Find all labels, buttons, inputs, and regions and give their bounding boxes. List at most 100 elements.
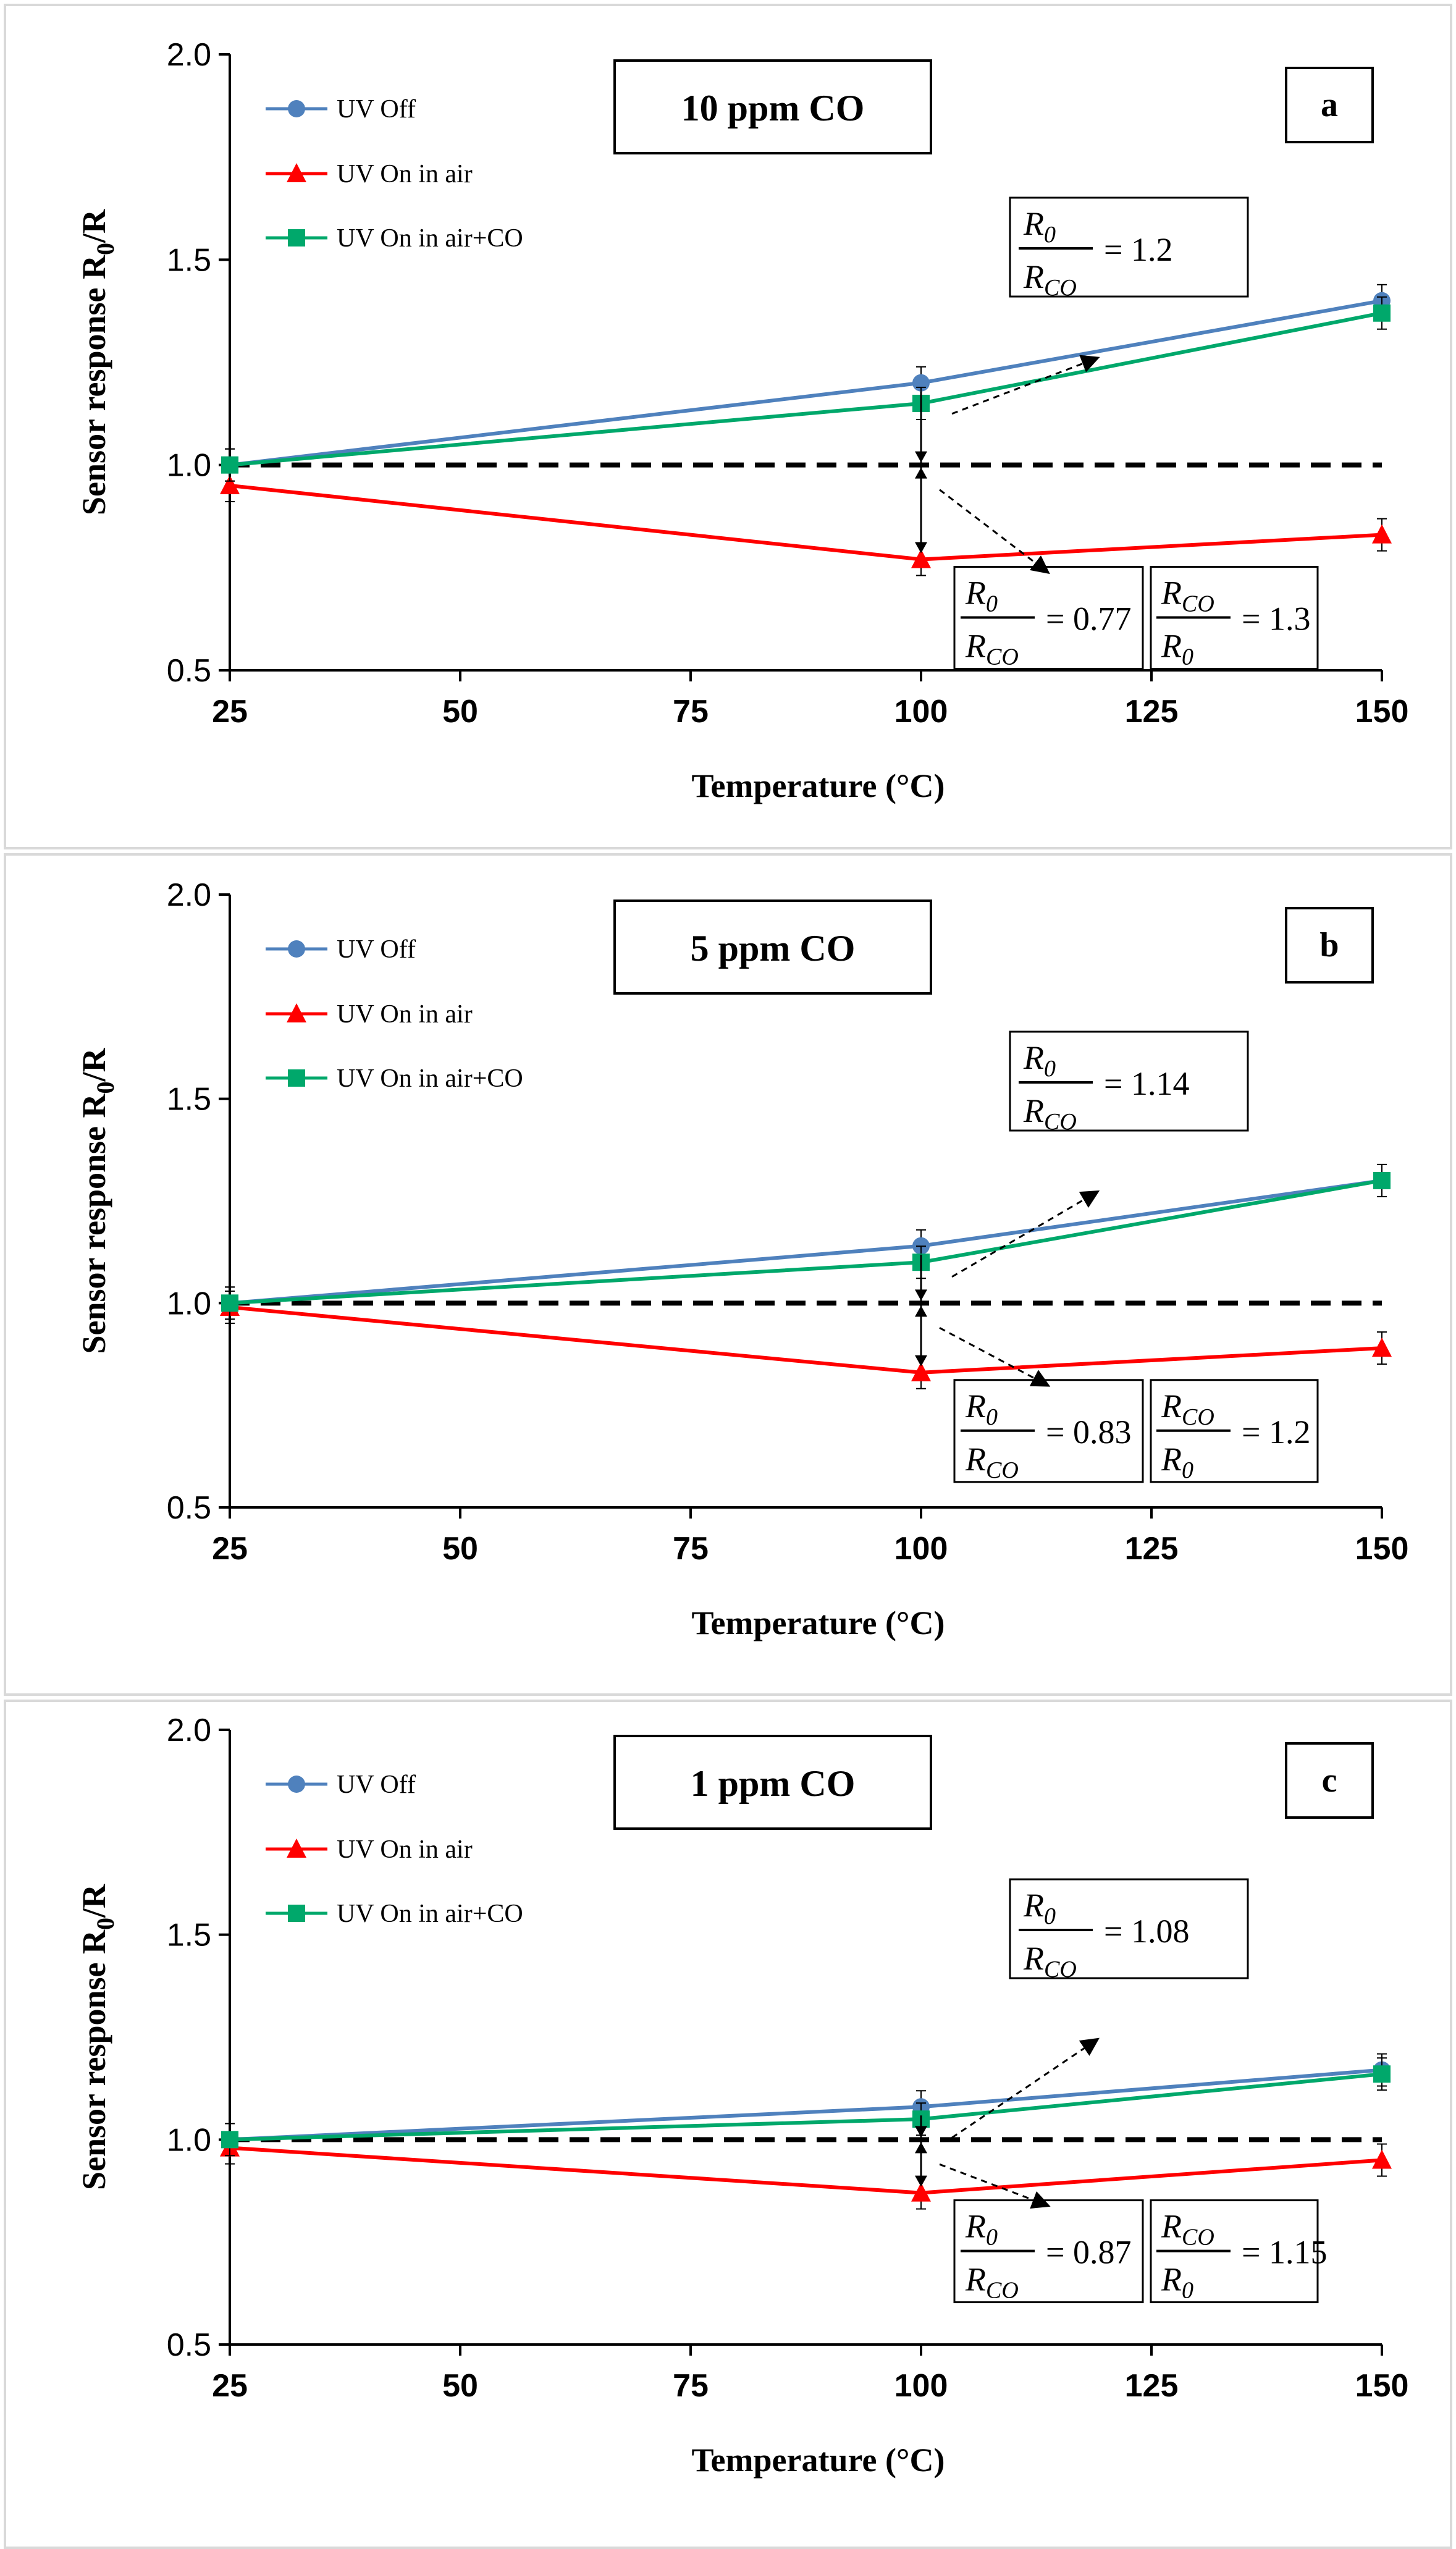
annotation-lower-pointer xyxy=(939,2163,1051,2209)
annotation-upper-fraction: R0 RCO = 1.2 xyxy=(1019,205,1172,301)
x-tick-label: 100 xyxy=(894,694,948,730)
annotation-upper: R0 RCO = 1.08 xyxy=(1009,1878,1249,1982)
legend-label: UV Off xyxy=(337,1771,416,1799)
legend-item: UV On in air xyxy=(266,1835,473,1864)
chart-title-box: 1 ppm CO xyxy=(613,1735,932,1830)
fraction-numerator: R0 xyxy=(965,1388,998,1430)
annotation-lower-pointer xyxy=(939,1327,1051,1387)
title-frame xyxy=(613,900,932,995)
data-point xyxy=(1372,524,1392,544)
panel-letter: c xyxy=(1322,1761,1337,1800)
fraction-denominator: RCO xyxy=(965,1441,1019,1483)
legend-item: UV On in air xyxy=(266,160,473,188)
data-point xyxy=(1372,2149,1392,2169)
legend-label: UV Off xyxy=(337,935,416,964)
x-tick-label: 150 xyxy=(1355,2368,1409,2404)
fraction-numerator: RCO xyxy=(1161,1388,1214,1430)
annotation-lower-fraction: R0 RCO = 0.77 xyxy=(961,575,1131,670)
fraction-value: = 0.83 xyxy=(1046,1414,1131,1451)
data-point xyxy=(911,549,931,568)
fraction-value: = 1.14 xyxy=(1104,1065,1189,1102)
legend-marker xyxy=(287,1839,306,1858)
annotation-upper: R0 RCO = 1.2 xyxy=(1009,196,1249,301)
annotation-upper-fraction: R0 RCO = 1.14 xyxy=(1019,1039,1189,1135)
fraction-denominator: RCO xyxy=(965,2261,1019,2304)
x-tick-label: 50 xyxy=(442,1531,478,1567)
data-point xyxy=(221,456,238,474)
fraction-denominator: RCO xyxy=(1023,1940,1077,1982)
fraction-value: = 1.15 xyxy=(1242,2234,1327,2271)
x-tick-label: 100 xyxy=(894,1531,948,1567)
legend-marker xyxy=(287,163,306,182)
y-axis-title: Sensor response R0/R xyxy=(75,1047,119,1354)
fraction-denominator: RCO xyxy=(1023,1092,1077,1135)
y-tick-label: 1.0 xyxy=(167,448,211,484)
x-tick-label: 25 xyxy=(212,694,248,730)
letter-frame xyxy=(1285,67,1374,143)
panel-letter: a xyxy=(1321,86,1338,124)
y-tick-label: 2.0 xyxy=(167,1713,211,1748)
arrowhead-down-to-ref xyxy=(915,2142,927,2154)
legend-item: UV Off xyxy=(266,95,416,124)
chart-title-box: 5 ppm CO xyxy=(613,900,932,995)
fraction-value: = 0.87 xyxy=(1046,2234,1131,2271)
x-tick-label: 150 xyxy=(1355,694,1409,730)
annotation-lower-pointer xyxy=(939,489,1050,575)
arrowhead-to-uv-air xyxy=(915,542,927,554)
letter-frame xyxy=(1285,907,1374,984)
data-point xyxy=(911,2182,931,2202)
y-tick-label: 1.0 xyxy=(167,2122,211,2158)
legend-label: UV Off xyxy=(337,95,416,124)
legend-item: UV On in air xyxy=(266,1000,473,1029)
fraction-numerator: RCO xyxy=(1161,575,1214,617)
y-tick-label: 0.5 xyxy=(167,1490,211,1526)
chart-title-box: 10 ppm CO xyxy=(613,59,932,154)
y-tick-label: 1.5 xyxy=(167,242,211,278)
fraction-denominator: R0 xyxy=(1161,628,1193,670)
annotation-upper-fraction: R0 RCO = 1.08 xyxy=(1019,1887,1189,1982)
annotation-lower: R0 RCO = 0.77 RCO R0 = 1.3 xyxy=(953,566,1319,670)
x-tick-label: 100 xyxy=(894,2368,948,2404)
y-tick-label: 2.0 xyxy=(167,877,211,913)
legend-label: UV On in air+CO xyxy=(337,1900,523,1928)
legend-marker xyxy=(288,1905,305,1922)
legend-marker xyxy=(288,940,305,958)
panel-letter-box: b xyxy=(1285,907,1374,984)
data-point xyxy=(1373,1171,1391,1189)
annotation-upper-pointer xyxy=(951,1190,1100,1278)
x-tick-label: 125 xyxy=(1125,2368,1179,2404)
arrowhead-to-uv-air xyxy=(915,1355,927,1367)
annotation-lower-fraction: R0 RCO = 0.87 xyxy=(961,2208,1131,2304)
chart-panel-b: 0.5 1.0 1.5 2.0 25 50 75 100 125 150 Temperature (… xyxy=(4,853,1452,1696)
data-point xyxy=(1373,304,1391,322)
legend-item: UV On in air+CO xyxy=(266,1064,523,1093)
data-point xyxy=(221,1294,238,1312)
annotation-lower-fraction: R0 RCO = 0.83 xyxy=(961,1388,1131,1483)
panel-letter: b xyxy=(1319,926,1339,964)
legend-item: UV Off xyxy=(266,1771,416,1799)
arrowhead-up-to-ref xyxy=(915,2126,927,2138)
fraction-denominator: RCO xyxy=(1023,258,1077,301)
chart-title: 1 ppm CO xyxy=(691,1763,856,1804)
fraction-numerator: RCO xyxy=(1161,2208,1214,2251)
y-tick-label: 1.5 xyxy=(167,1082,211,1118)
annotation-upper-pointer xyxy=(951,2037,1100,2139)
y-tick-label: 0.5 xyxy=(167,653,211,689)
fraction-numerator: R0 xyxy=(1023,1887,1056,1929)
arrowhead-to-uv-air xyxy=(915,2175,927,2187)
x-tick-label: 150 xyxy=(1355,1531,1409,1567)
legend-label: UV On in air+CO xyxy=(337,224,523,253)
fraction-numerator: R0 xyxy=(1023,205,1056,248)
letter-frame xyxy=(1285,1742,1374,1819)
fraction-denominator: R0 xyxy=(1161,2261,1193,2304)
title-frame xyxy=(613,1735,932,1830)
x-tick-label: 75 xyxy=(673,1531,709,1567)
arrowhead-down-to-ref xyxy=(915,467,927,479)
annotation-lower: R0 RCO = 0.83 RCO R0 = 1.2 xyxy=(953,1379,1319,1483)
arrowhead-up-to-ref xyxy=(915,451,927,463)
annotation-upper: R0 RCO = 1.14 xyxy=(1009,1030,1249,1135)
legend-item: UV On in air+CO xyxy=(266,224,523,253)
x-tick-label: 25 xyxy=(212,2368,248,2404)
x-tick-label: 25 xyxy=(212,1531,248,1567)
